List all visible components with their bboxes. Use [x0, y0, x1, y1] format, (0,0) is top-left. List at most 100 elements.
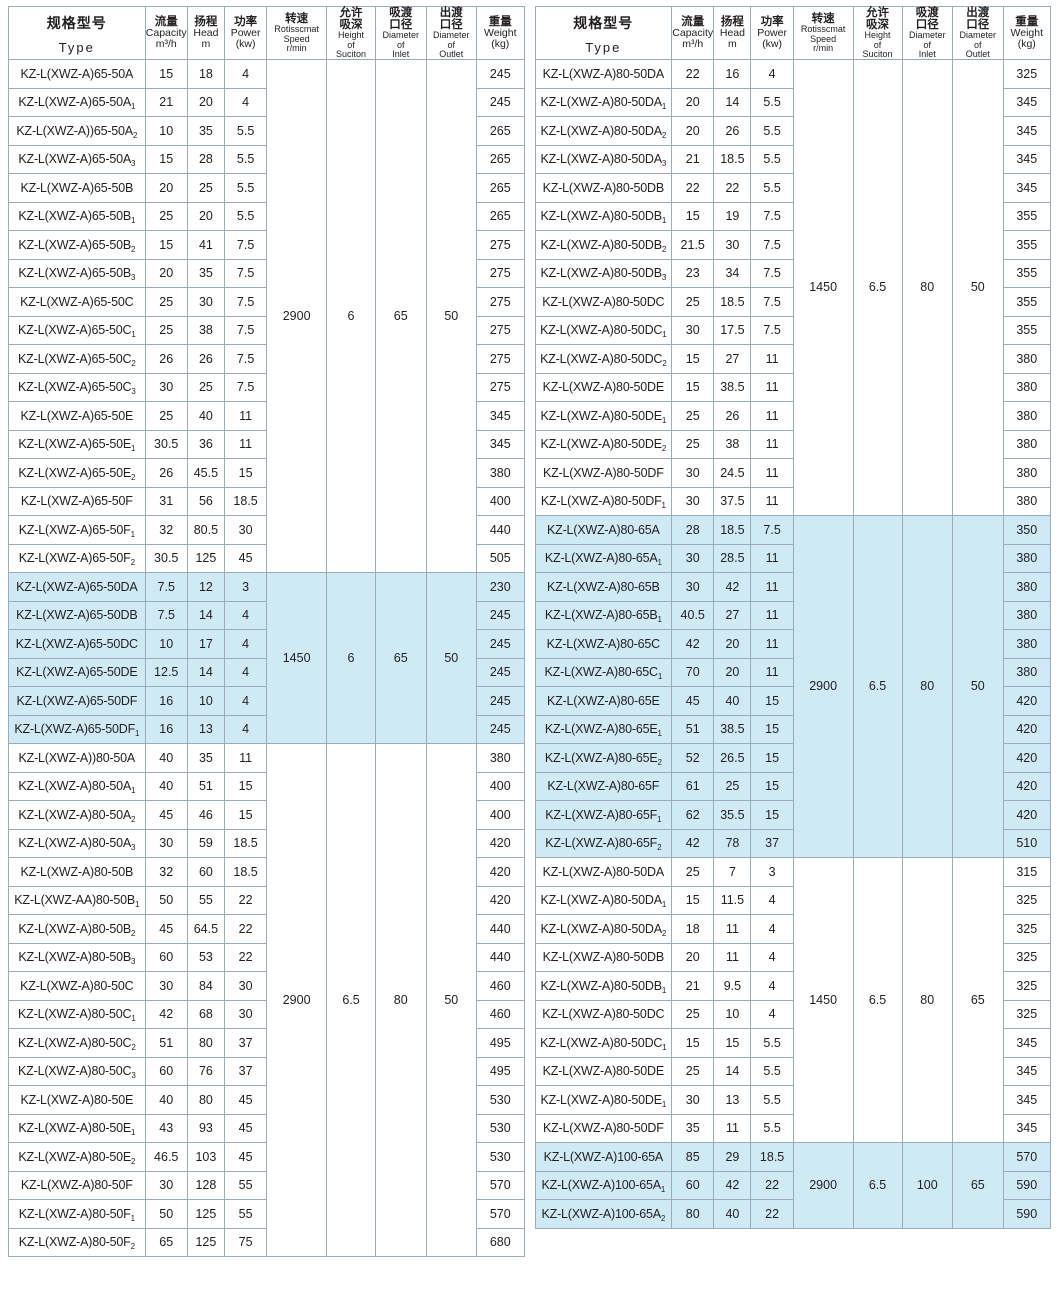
power-label-en: Power	[757, 27, 787, 40]
cell-capacity: 60	[144, 942, 188, 973]
weight-unit: (kg)	[1017, 38, 1036, 51]
cell-model: KZ-L(XWZ-A)80-50DE	[534, 372, 673, 403]
cell-capacity: 51	[144, 1028, 188, 1058]
cell-model: KZ-L(XWZ-A)80-50C2	[8, 1028, 146, 1058]
cell-outlet: 50	[425, 59, 478, 574]
cell-head: 10	[713, 999, 752, 1030]
cell-capacity: 20	[144, 258, 188, 289]
cell-power: 11	[223, 743, 268, 773]
cell-head: 80.5	[186, 515, 225, 545]
model-subscript: 3	[130, 843, 136, 853]
type-label-cn: 规格型号	[46, 15, 107, 32]
cell-model: KZ-L(XWZ-A)80-50DC1	[534, 315, 673, 346]
cell-weight: 345	[1002, 1085, 1052, 1115]
cell-head: 56	[186, 486, 225, 517]
table-row: KZ-L(XWZ-A)80-65F1 62 35.5 15 420	[534, 800, 1052, 830]
cell-speed: 2900	[792, 515, 854, 859]
cell-weight: 590	[1002, 1170, 1052, 1201]
table-row: KZ-L(XWZ-A)65-50E2 26 45.5 15 380	[8, 458, 525, 488]
cell-capacity: 85	[671, 1142, 715, 1172]
table-row: KZ-L(XWZ-A)80-50F2 65 125 75 680	[8, 1227, 525, 1258]
cell-model: KZ-L(XWZ-A)65-50DC	[8, 629, 146, 659]
type-label-en: Type	[58, 39, 95, 55]
cell-weight: 460	[476, 999, 525, 1030]
pump-spec-table-left: 规格型号 Type 流量 Capacity m³/h 扬程 Head m 功	[8, 5, 525, 1258]
cell-power: 5.5	[750, 87, 794, 118]
cell-head: 15	[713, 1028, 752, 1058]
cell-power: 11	[750, 344, 794, 374]
cell-model: KZ-L(XWZ-A)80-50DC	[534, 287, 673, 317]
cell-weight: 420	[1002, 743, 1052, 773]
speed-label-cn: 转速	[285, 13, 309, 26]
cell-head: 64.5	[186, 914, 225, 944]
table-row: KZ-L(XWZ-A)80-50E2 46.5 103 45 530	[8, 1142, 525, 1172]
cell-model: KZ-L(XWZ-A)100-65A1	[534, 1170, 673, 1201]
cell-model: KZ-L(XWZ-A)80-50DF1	[534, 486, 673, 517]
cell-model: KZ-L(XWZ-A)65-50DB	[8, 600, 146, 631]
table-row: KZ-L(XWZ-A)65-50DB 7.5 14 4 245	[8, 600, 525, 631]
cell-head: 29	[713, 1142, 752, 1172]
cell-weight: 345	[1002, 144, 1052, 175]
cell-weight: 420	[476, 857, 525, 887]
cell-weight: 420	[1002, 800, 1052, 830]
speed-label-cn: 转速	[811, 13, 835, 26]
cell-weight: 245	[476, 657, 525, 688]
cell-capacity: 51	[671, 714, 715, 745]
cell-model: KZ-L(XWZ-A)65-50F1	[8, 515, 146, 545]
cell-model: KZ-L(XWZ-A)65-50E	[8, 401, 146, 431]
header-row: 规格型号 Type 流量 Capacity m³/h 扬程 Head m 功	[8, 5, 525, 61]
cell-capacity: 50	[144, 885, 188, 916]
cell-model: KZ-L(XWZ-A)65-50E2	[8, 458, 146, 488]
cell-weight: 400	[476, 800, 525, 830]
cell-weight: 325	[1002, 942, 1052, 973]
model-subscript: 1	[661, 1099, 667, 1109]
speed-unit: r/min	[286, 42, 307, 53]
cell-power: 45	[223, 1142, 268, 1172]
cell-suction: 6	[326, 572, 376, 745]
cell-model: KZ-L(XWZ-A)65-50DA	[8, 572, 146, 602]
cell-weight: 380	[1002, 572, 1052, 602]
model-subscript: 2	[661, 244, 667, 254]
cell-head: 16	[713, 59, 752, 89]
table-row: KZ-L(XWZ-A)65-50C3 30 25 7.5 275	[8, 372, 525, 403]
cell-weight: 325	[1002, 971, 1052, 1001]
cell-weight: 345	[476, 429, 525, 460]
cell-head: 18	[186, 59, 225, 89]
inlet-label-en1: Diameter	[909, 30, 946, 41]
power-unit: (kw)	[235, 38, 256, 51]
cell-head: 38.5	[713, 372, 752, 403]
cell-model: KZ-L(XWZ-A)65-50C	[8, 287, 146, 317]
cell-model: KZ-L(XWZ-A)80-50B2	[8, 914, 146, 944]
inlet-label-cn1: 吸渡	[389, 7, 413, 19]
cell-power: 11	[750, 657, 794, 688]
head-label-en: Head	[193, 27, 219, 40]
cell-weight: 380	[1002, 372, 1052, 403]
cell-power: 5.5	[750, 173, 794, 203]
col-header-weight: 重量 Weight (kg)	[476, 5, 525, 61]
cell-power: 45	[223, 1113, 268, 1144]
cell-weight: 245	[476, 87, 525, 118]
model-subscript: 1	[135, 729, 140, 739]
cell-capacity: 40	[144, 743, 188, 773]
cell-model: KZ-L(XWZ-A)80-50B	[8, 857, 146, 887]
cell-head: 25	[713, 771, 752, 802]
cell-capacity: 15	[144, 59, 188, 89]
cell-capacity: 60	[144, 1056, 188, 1087]
cell-capacity: 26	[144, 344, 188, 374]
speed-label-en1: Rotisscmat	[274, 24, 319, 35]
cell-power: 75	[223, 1227, 268, 1258]
cell-capacity: 45	[671, 686, 715, 716]
cell-capacity: 43	[144, 1113, 188, 1144]
outlet-label-en2: of	[447, 39, 456, 50]
cell-head: 68	[186, 999, 225, 1030]
cell-weight: 380	[1002, 458, 1052, 488]
cell-outlet: 50	[425, 743, 478, 1258]
col-header-head: 扬程 Head m	[186, 5, 225, 61]
outlet-label-cn2: 口径	[966, 19, 990, 32]
cell-head: 9.5	[713, 971, 752, 1001]
cell-model: KZ-L(XWZ-A)65-50A	[8, 59, 146, 89]
cell-speed: 2900	[266, 59, 328, 574]
capacity-label-cn: 流量	[154, 16, 178, 29]
cell-inlet: 80	[901, 59, 954, 517]
cell-power: 4	[223, 714, 268, 745]
